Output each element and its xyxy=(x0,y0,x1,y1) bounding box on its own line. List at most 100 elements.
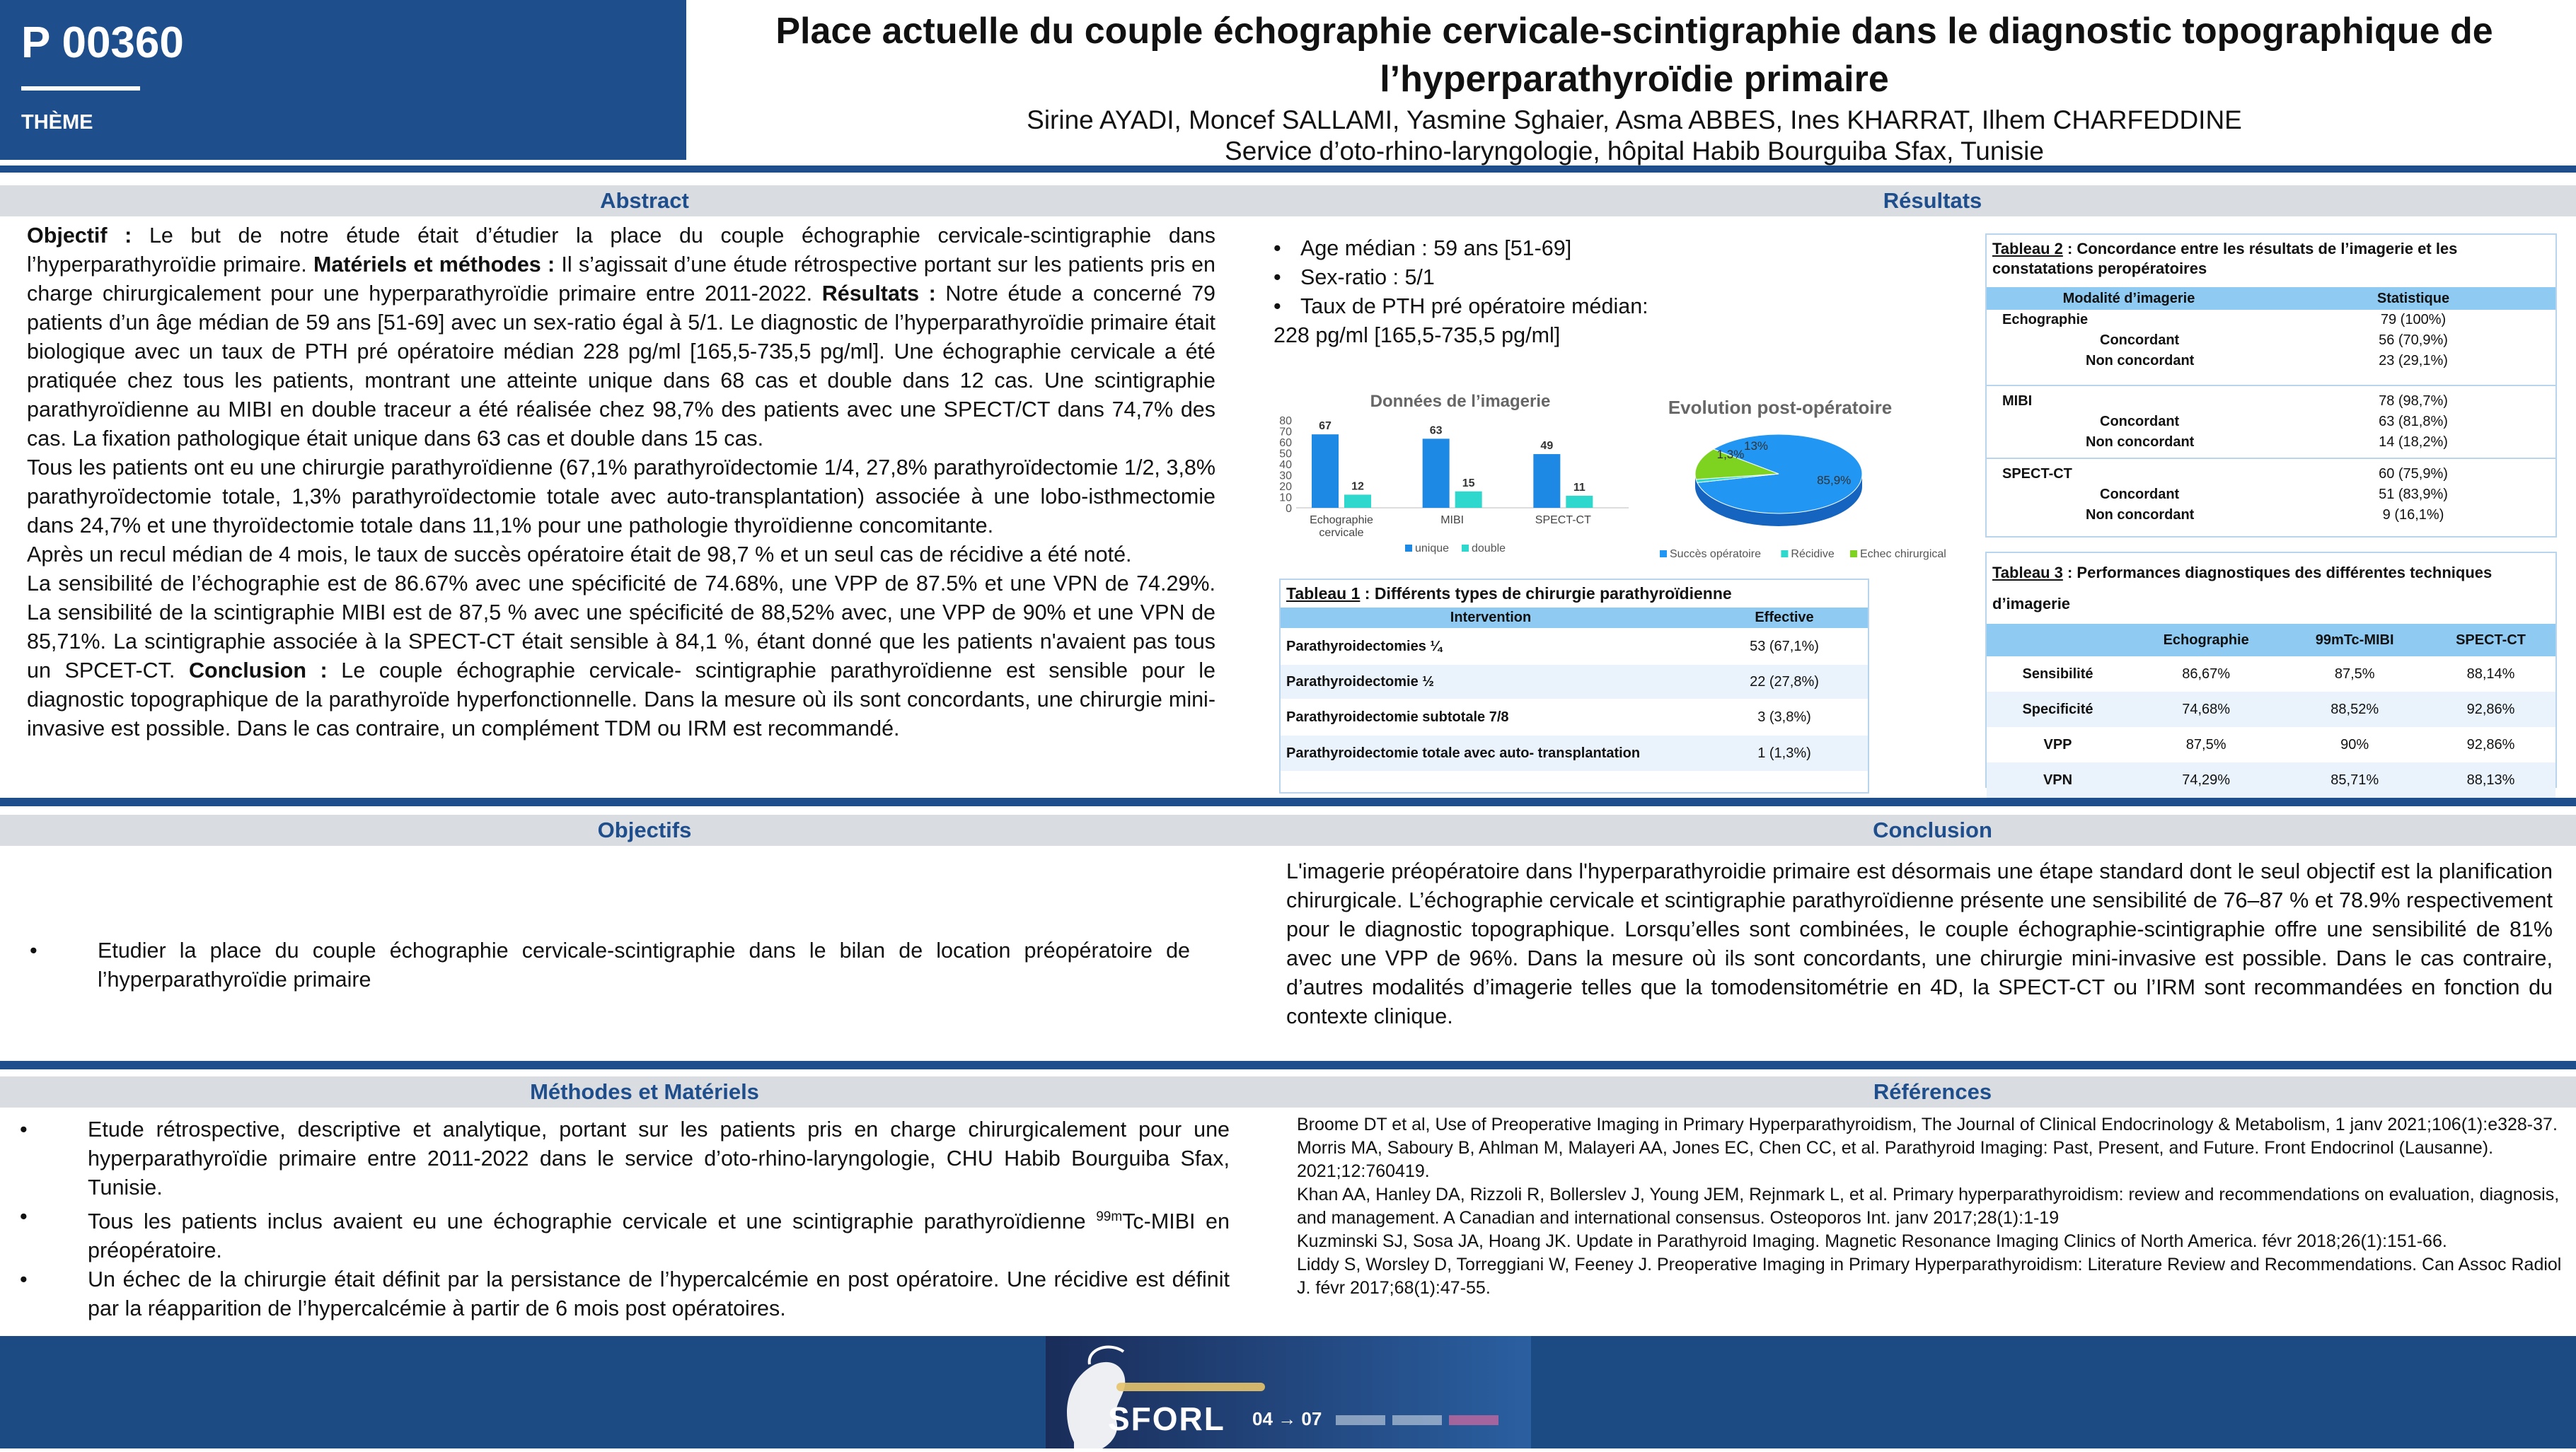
congress-logo-text: SFORL xyxy=(1108,1400,1225,1437)
table-cell: 51 (83,9%) xyxy=(2379,487,2448,502)
bar-double xyxy=(1566,495,1593,508)
table-row: Sensibilité 86,67% 87,5% 88,14% xyxy=(1987,656,2555,692)
table-cell: 86,67% xyxy=(2182,666,2231,682)
bar-double xyxy=(1344,494,1371,508)
affiliation: Service d’oto-rhino-laryngologie, hôpita… xyxy=(1225,137,2044,165)
table-row: Parathyroidectomie ½ 22 (27,8%) xyxy=(1281,665,1868,699)
y-tick-label: 20 xyxy=(1279,481,1292,493)
x-tick-label: SPECT-CT xyxy=(1535,514,1591,526)
text-conclusion: Le couple échographie cervicale- scintig… xyxy=(27,658,1215,740)
poster-id-rule xyxy=(21,86,140,91)
method-item-text: Tc-MIBI en préopératoire. xyxy=(88,1209,1230,1263)
tableau-1-header-row: Intervention Effective xyxy=(1281,608,1868,628)
table-row: Concordant 56 (70,9%) xyxy=(1987,330,2555,351)
table-row: Parathyroidectomie totale avec auto- tra… xyxy=(1281,736,1868,771)
x-tick-label: Echographie xyxy=(1310,514,1373,526)
table-cell: 85,71% xyxy=(2330,772,2379,788)
tableau-2-title: Tableau 2 : Concordance entre les résult… xyxy=(1987,235,2555,283)
label-conclusion: Conclusion : xyxy=(188,658,328,683)
profile-silhouette-icon xyxy=(1067,1361,1126,1448)
table-cell: Parathyroidectomies ¼ xyxy=(1286,638,1443,654)
bar-chart: Données de l’imagerie 01020304050607080 … xyxy=(1279,392,1629,554)
table-cell: 88,14% xyxy=(2466,666,2515,682)
x-tick-label: MIBI xyxy=(1440,514,1464,526)
table-cell: 74,68% xyxy=(2182,701,2231,717)
tableau-1-caption: : Différents types de chirurgie parathyr… xyxy=(1360,584,1732,603)
tableau-3-title: Tableau 3 : Performances diagnostiques d… xyxy=(1987,553,2555,624)
reference-item: Broome DT et al, Use of Preoperative Ima… xyxy=(1297,1115,2558,1134)
poster-id-box xyxy=(0,0,686,160)
table-cell: SPECT-CT xyxy=(2002,466,2072,482)
tableau-3-label: Tableau 3 xyxy=(1992,564,2063,581)
divider-band-top xyxy=(0,165,2576,173)
partner-logo xyxy=(1449,1415,1498,1425)
pie-slice xyxy=(1694,448,1779,480)
table-cell: 60 (75,9%) xyxy=(2379,466,2448,482)
tableau-2-header: Modalité d’imagerie xyxy=(2062,290,2195,306)
method-item-text: Tous les patients inclus avaient eu une … xyxy=(88,1209,1097,1234)
table-cell: 79 (100%) xyxy=(2380,312,2447,327)
title-line-2: l’hyperparathyroïdie primaire xyxy=(1380,59,1889,100)
y-tick-label: 80 xyxy=(1279,415,1292,427)
tableau-3-header: SPECT-CT xyxy=(2456,632,2526,648)
table-row: Non concordant 14 (18,2%) xyxy=(1987,432,2555,458)
method-item-sup: 99m xyxy=(1096,1209,1123,1224)
tableau-3-header: 99mTc-MIBI xyxy=(2315,632,2394,648)
legend-swatch xyxy=(1781,550,1789,557)
table-cell: 92,86% xyxy=(2466,736,2515,753)
table-cell: Parathyroidectomie totale avec auto- tra… xyxy=(1286,745,1641,761)
table-cell: 92,86% xyxy=(2466,701,2515,717)
congress-logo: SFORL 04 → 07 xyxy=(1046,1336,1531,1448)
title-line-1: Place actuelle du couple échographie cer… xyxy=(775,11,2493,52)
table-cell: Concordant xyxy=(2100,332,2180,348)
objective-item: Etudier la place du couple échographie c… xyxy=(30,936,1190,994)
table-cell: 88,52% xyxy=(2330,701,2379,717)
objectives-body: Etudier la place du couple échographie c… xyxy=(30,936,1190,994)
table-row: Specificité 74,68% 88,52% 92,86% xyxy=(1987,692,2555,727)
bar-value-label: 67 xyxy=(1319,420,1332,432)
table-row: VPP 87,5% 90% 92,86% xyxy=(1987,727,2555,762)
section-title-results: Résultats xyxy=(1289,185,2576,216)
reference-item: Khan AA, Hanley DA, Rizzoli R, Bollersle… xyxy=(1297,1185,2560,1228)
table-row: VPN 74,29% 85,71% 88,13% xyxy=(1987,762,2555,798)
tableau-2-table: Modalité d’imagerie Statistique Echograp… xyxy=(1987,287,2555,525)
pth-value: 228 pg/ml [165,5-735,5 pg/ml] xyxy=(1273,323,1561,347)
bullet-age: Age médian : 59 ans [51-69] xyxy=(1273,234,1712,263)
method-item: Un échec de la chirurgie était définit p… xyxy=(20,1265,1230,1323)
results-bullets: Age médian : 59 ans [51-69] Sex-ratio : … xyxy=(1273,234,1712,350)
legend-label: Récidive xyxy=(1791,548,1834,560)
partner-logo xyxy=(1392,1415,1442,1425)
table-cell: Non concordant xyxy=(2086,434,2195,450)
pie-chart: Evolution post-opératoire 85,9% 1,3%13% S… xyxy=(1660,397,1946,560)
bar-value-label: 63 xyxy=(1430,424,1443,436)
table-row: SPECT-CT 60 (75,9%) xyxy=(1987,458,2555,484)
tableau-3-header-row: Echographie 99mTc-MIBI SPECT-CT xyxy=(1987,624,2555,656)
table-cell: Parathyroidectomie ½ xyxy=(1286,673,1434,690)
tableau-3-header: Echographie xyxy=(2163,632,2249,648)
abstract-body: Objectif : Le but de notre étude était d… xyxy=(27,221,1215,743)
label-objectif: Objectif : xyxy=(27,223,132,248)
table-cell: VPP xyxy=(2043,736,2072,753)
table-cell: 1 (1,3%) xyxy=(1757,745,1811,761)
table-cell: 74,29% xyxy=(2182,772,2231,788)
tableau-1-header: Effective xyxy=(1755,610,1814,625)
pie-chart-title: Evolution post-opératoire xyxy=(1668,397,1892,418)
tableau-3-header xyxy=(1987,624,2129,656)
table-cell: 78 (98,7%) xyxy=(2379,393,2448,409)
y-tick-label: 0 xyxy=(1286,503,1292,515)
table-cell: 22 (27,8%) xyxy=(1750,673,1819,690)
tableau-1: Tableau 1 : Différents types de chirurgi… xyxy=(1279,579,1869,794)
bar-unique xyxy=(1422,438,1450,508)
legend-label: double xyxy=(1472,542,1506,554)
table-cell: 53 (67,1%) xyxy=(1750,638,1819,654)
section-title-references: Références xyxy=(1289,1076,2576,1108)
y-tick-label: 40 xyxy=(1279,459,1292,471)
authors: Sirine AYADI, Moncef SALLAMI, Yasmine Sg… xyxy=(1027,105,2242,134)
divider-band-lower xyxy=(0,1061,2576,1069)
table-cell: 87,5% xyxy=(2334,666,2375,682)
reference-item: Kuzminski SJ, Sosa JA, Hoang JK. Update … xyxy=(1297,1231,2447,1251)
pie-side xyxy=(1695,474,1862,526)
table-cell: VPN xyxy=(2043,772,2073,788)
tableau-2-label: Tableau 2 xyxy=(1992,240,2063,257)
tableau-2-header-row: Modalité d’imagerie Statistique xyxy=(1987,287,2555,310)
